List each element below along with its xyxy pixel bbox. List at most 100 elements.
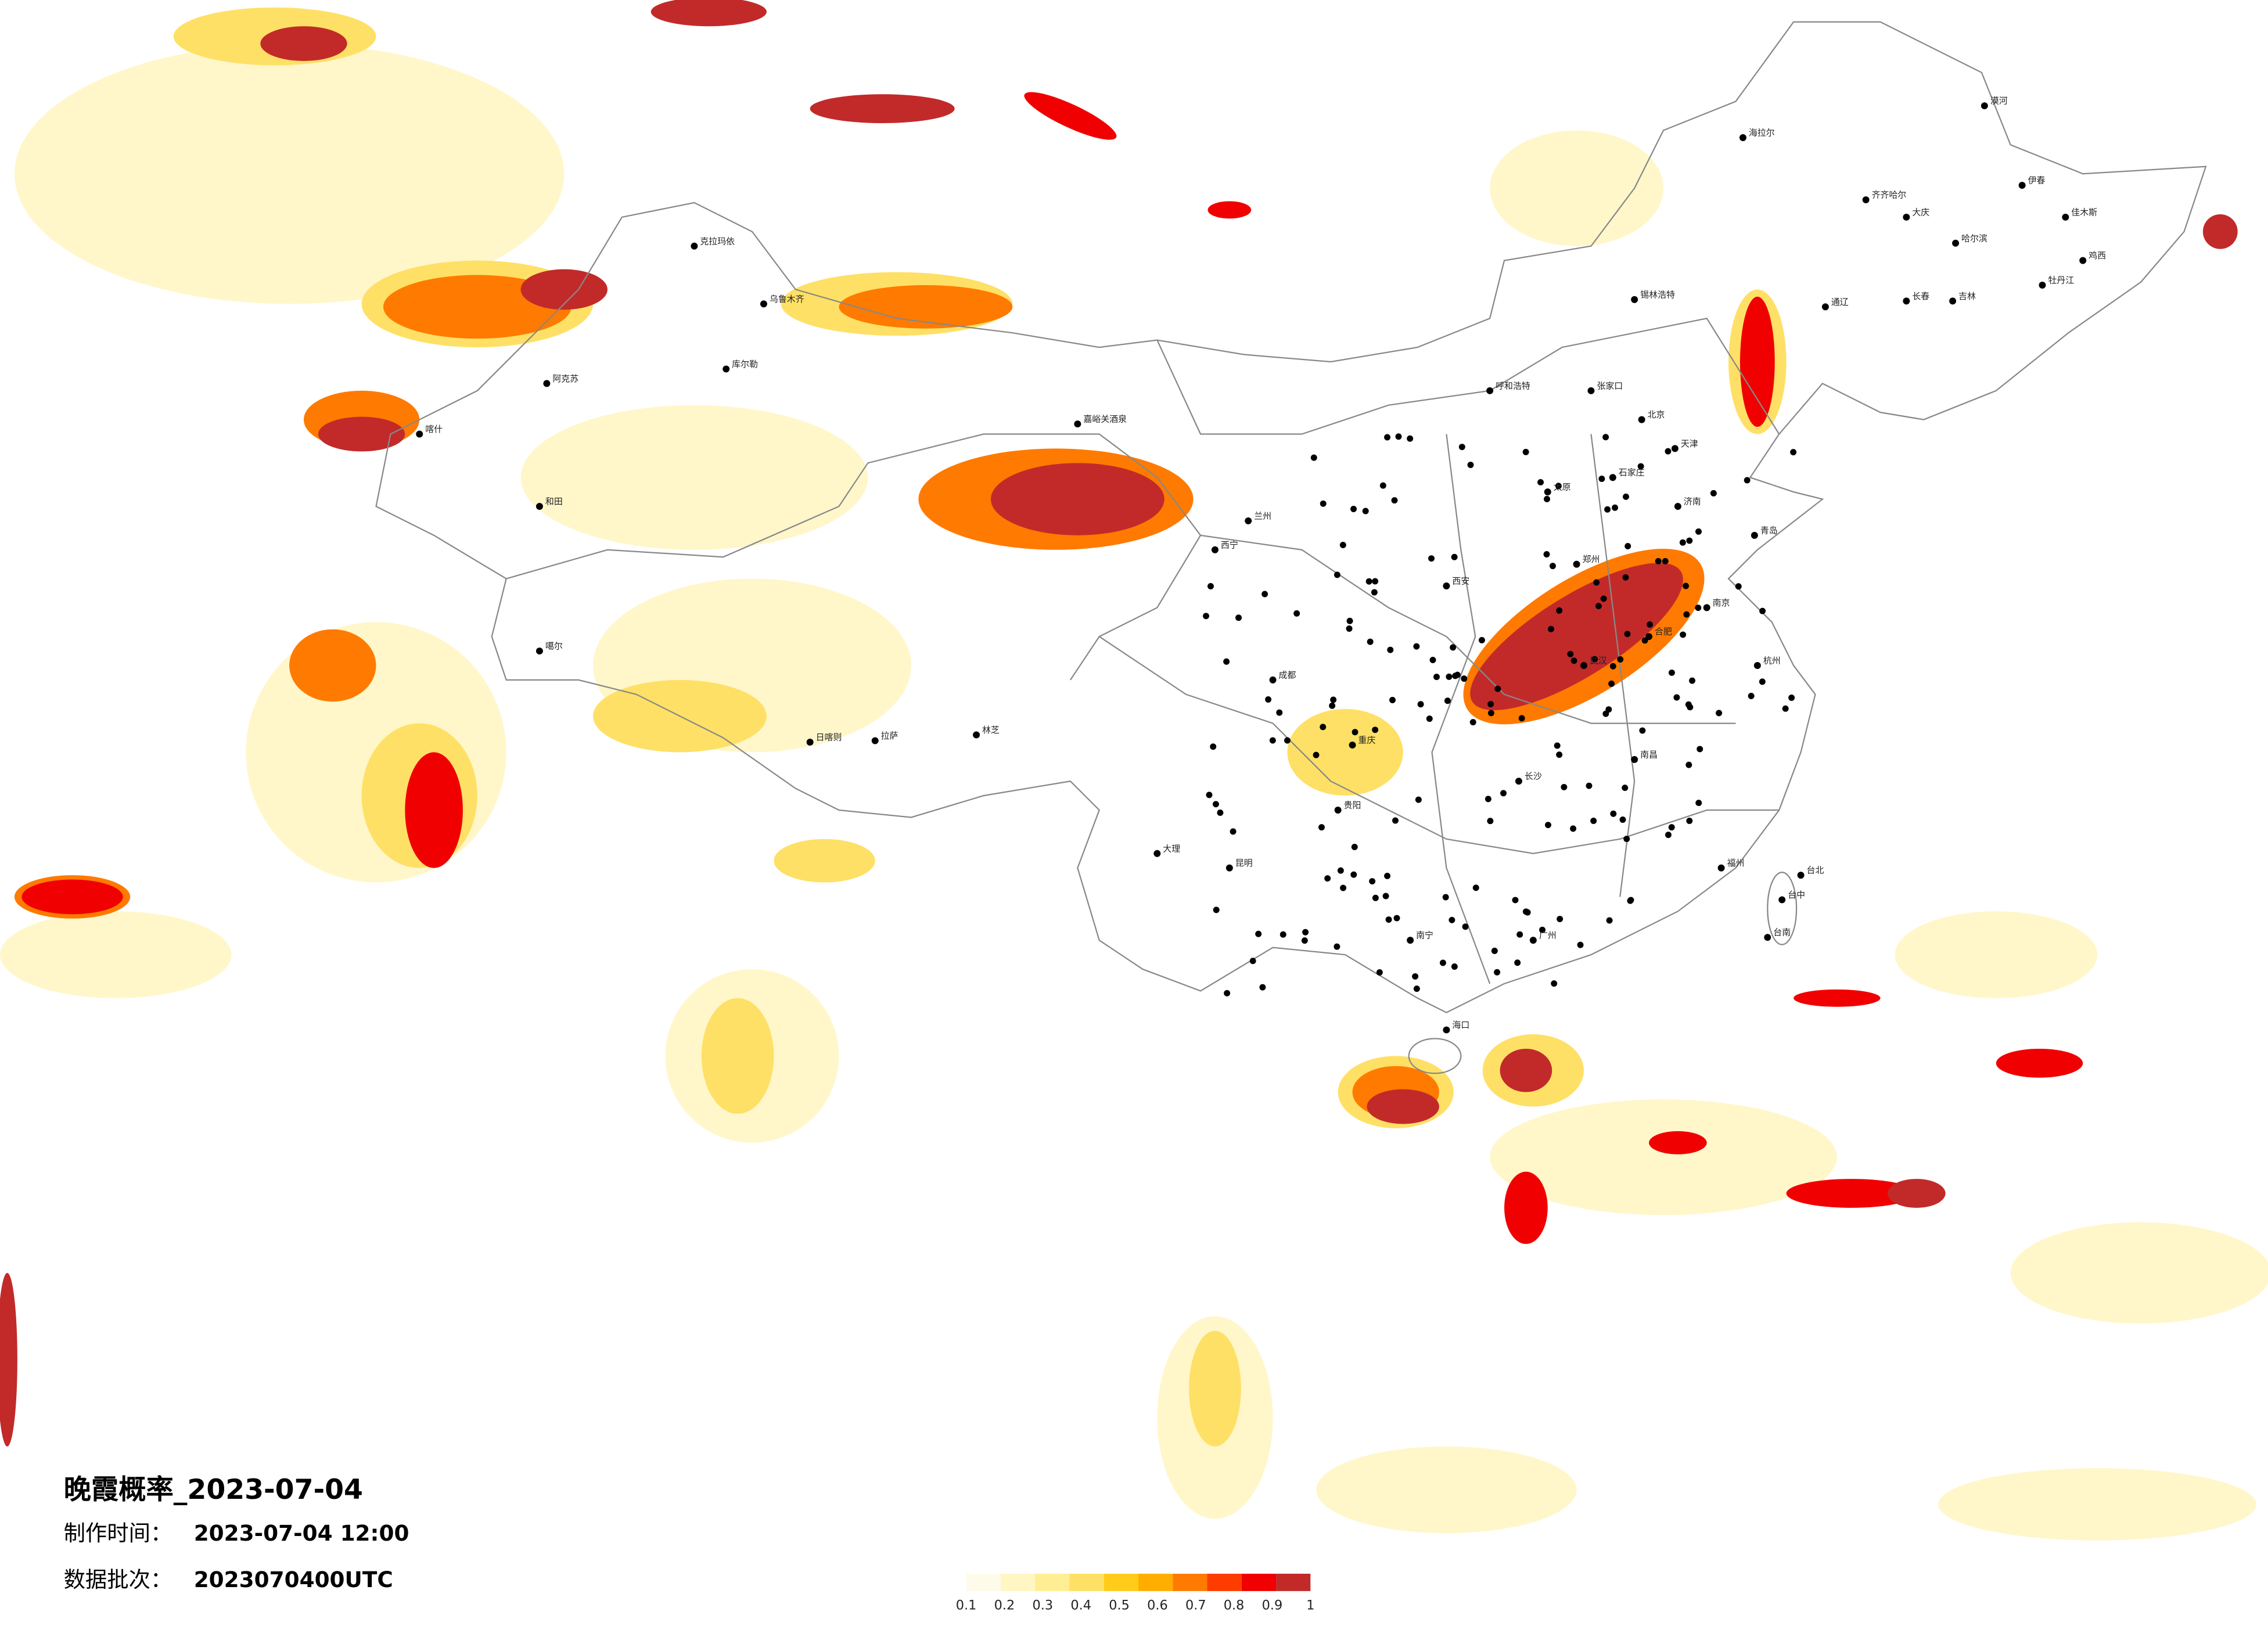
colorbar-box	[1000, 1573, 1036, 1591]
city-dot	[1695, 800, 1702, 807]
made-label: 制作时间：	[64, 1520, 172, 1546]
city-dot	[1462, 923, 1469, 930]
city-dot	[1249, 958, 1256, 965]
city-dot	[1225, 864, 1233, 872]
city-dot	[1685, 761, 1692, 768]
city-dot	[1413, 643, 1420, 650]
city-label: 青岛	[1760, 525, 1778, 535]
city-dot	[1748, 693, 1755, 700]
city-dot	[691, 242, 698, 250]
city-label: 南昌	[1640, 749, 1658, 760]
city-dot	[1703, 604, 1710, 611]
city-dot	[1340, 884, 1347, 891]
city-dot	[1561, 783, 1568, 790]
city-dot	[1716, 710, 1723, 717]
city-label: 福州	[1727, 858, 1745, 868]
city-dot	[1369, 878, 1376, 885]
probability-field	[0, 0, 2268, 1541]
city-dot	[1310, 454, 1317, 461]
city-dot	[1224, 990, 1231, 997]
city-dot	[1346, 617, 1353, 624]
city-label: 武汉	[1590, 656, 1607, 666]
city-dot	[1472, 884, 1479, 891]
city-dot	[1467, 462, 1474, 469]
city-dot	[1515, 778, 1522, 785]
city-dot	[1330, 696, 1337, 703]
city-label: 呼和浩特	[1496, 380, 1530, 391]
city-dot	[1350, 506, 1357, 512]
city-dot	[1207, 583, 1214, 589]
city-dot	[1744, 477, 1751, 484]
city-dot	[1395, 433, 1402, 440]
city-label: 吉林	[1958, 291, 1976, 301]
city-label: 大庆	[1912, 207, 1929, 217]
city-dot	[1352, 729, 1358, 736]
city-dot	[1461, 675, 1468, 682]
city-label: 重庆	[1358, 735, 1376, 745]
city-dot	[973, 731, 980, 739]
city-dot	[1570, 825, 1577, 832]
city-dot	[1223, 658, 1230, 665]
city-label: 合肥	[1655, 627, 1672, 637]
city-dot	[1391, 497, 1398, 504]
city-dot	[1428, 555, 1435, 562]
city-dot	[1487, 710, 1494, 717]
city-dot	[1444, 697, 1451, 704]
city-dots	[416, 102, 2087, 1034]
city-dot	[1624, 543, 1631, 549]
city-dot	[1623, 493, 1629, 500]
city-label: 西安	[1452, 576, 1469, 587]
city-dot	[1739, 134, 1746, 141]
city-dot	[1679, 539, 1686, 546]
city-dot	[1339, 542, 1346, 549]
city-label: 拉萨	[881, 731, 898, 741]
city-label: 大理	[1163, 843, 1180, 854]
city-dot	[1537, 479, 1544, 485]
colorbar-tick-label: 0.3	[1033, 1598, 1054, 1613]
city-dot	[1952, 239, 1960, 247]
city-dot	[1627, 897, 1634, 904]
colorbar-box	[1276, 1573, 1311, 1591]
city-dot	[1446, 673, 1453, 680]
city-dot	[1313, 751, 1320, 758]
city-dot	[1647, 621, 1654, 628]
city-dot	[1586, 782, 1593, 789]
city-dot	[1903, 297, 1910, 305]
city-label: 南宁	[1416, 930, 1433, 941]
city-label: 和田	[545, 497, 563, 507]
city-dot	[2039, 282, 2046, 289]
city-label: 噶尔	[545, 641, 563, 652]
city-dot	[1451, 963, 1458, 970]
colorbar: 0.1 0.2 0.3 0.4 0.5 0.6 0.7 0.8 0.9 1	[956, 1573, 1314, 1613]
city-dot	[1751, 531, 1758, 539]
city-dot	[1631, 296, 1638, 303]
city-dot	[1413, 985, 1420, 992]
city-dot	[1981, 102, 1988, 110]
city-dot	[1417, 701, 1424, 708]
city-dot	[1903, 213, 1910, 221]
city-dot	[1604, 506, 1611, 513]
city-dot	[1671, 445, 1678, 452]
boundary	[375, 21, 2207, 1074]
city-dot	[1668, 669, 1675, 676]
city-dot	[1524, 909, 1531, 916]
city-label: 伊春	[2028, 175, 2046, 186]
city-dot	[806, 738, 814, 746]
city-dot	[1695, 528, 1702, 535]
city-dot	[1686, 817, 1693, 824]
city-dot	[1577, 941, 1584, 948]
city-dot	[1494, 685, 1501, 692]
city-dot	[1617, 656, 1624, 663]
city-dot	[1346, 625, 1353, 632]
city-dot	[1350, 871, 1357, 878]
city-dot	[1318, 824, 1325, 831]
city-label: 天津	[1681, 438, 1698, 449]
city-dot	[1567, 650, 1574, 657]
city-dot	[1608, 680, 1615, 687]
city-dot	[1235, 614, 1242, 621]
city-dot	[1609, 663, 1616, 670]
colorbar-box	[1241, 1573, 1277, 1591]
city-dot	[1759, 607, 1766, 614]
city-dot	[1514, 959, 1521, 966]
